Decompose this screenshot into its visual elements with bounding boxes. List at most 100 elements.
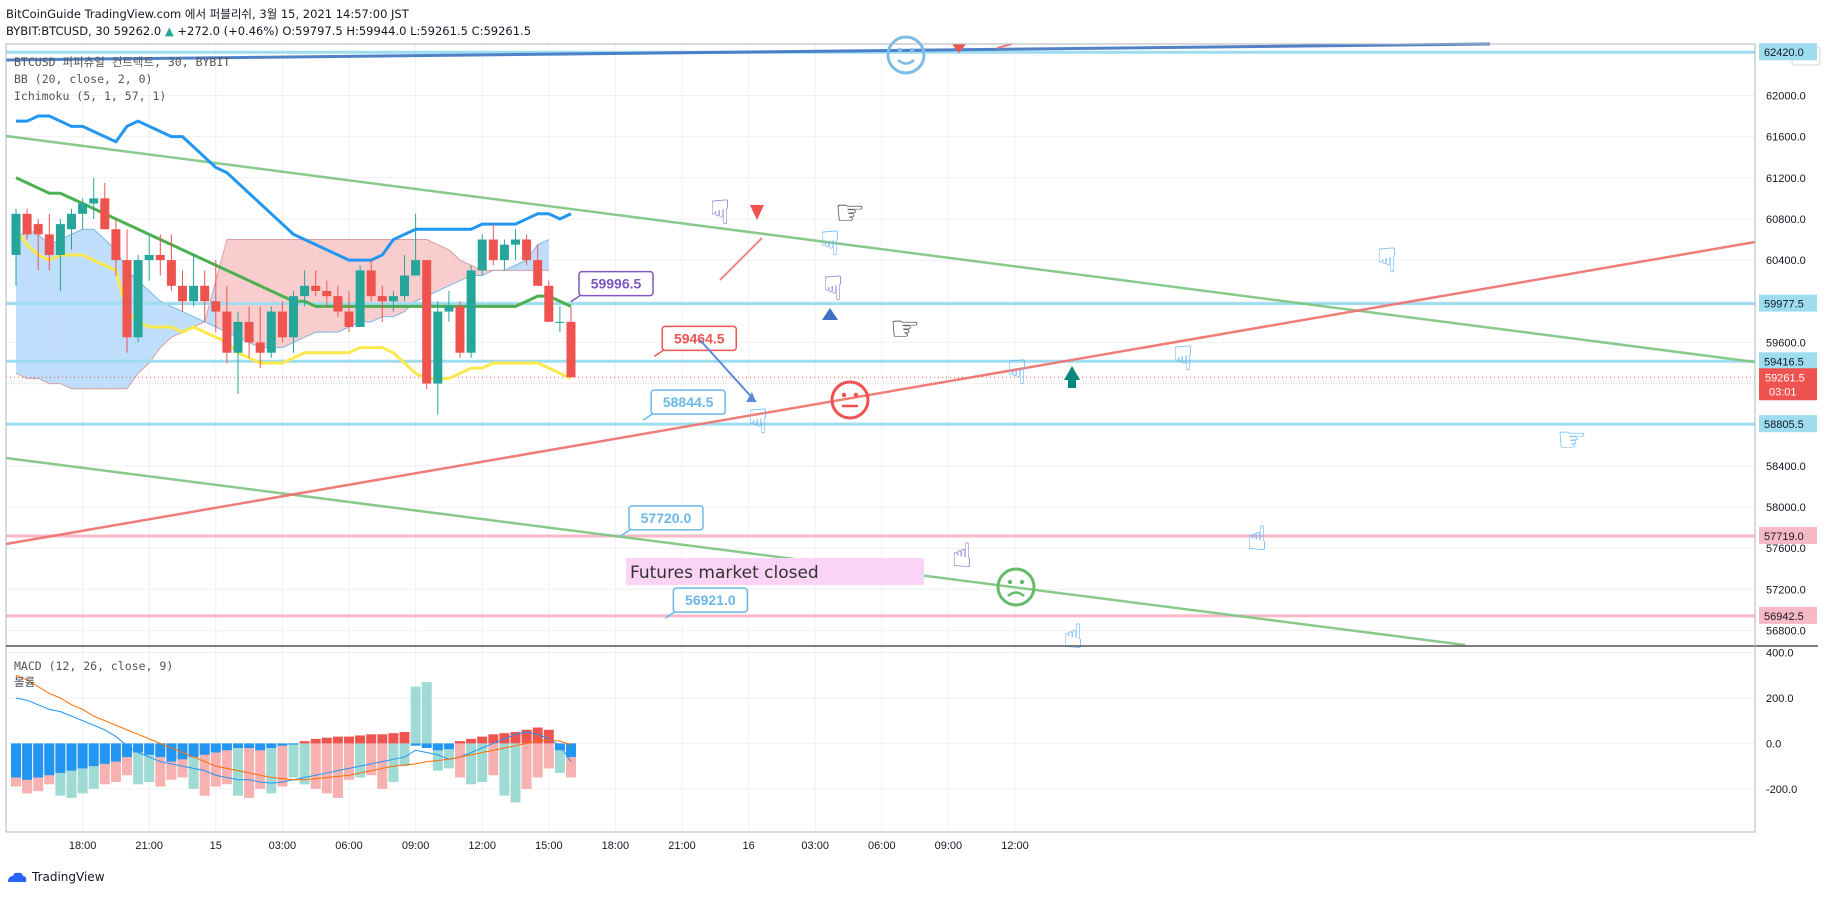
macd-histogram-bar-15 — [177, 743, 188, 760]
candle-body-5 — [67, 213, 76, 230]
time-tick-label: 21:00 — [668, 840, 696, 852]
volume-bar-12 — [144, 743, 155, 783]
level-badge-label: 62420.0 — [1764, 47, 1804, 59]
axes: 62000.061600.061200.060800.060400.060000… — [69, 43, 1821, 852]
volume-bar-9 — [110, 743, 121, 783]
cloud-segment-45 — [515, 260, 527, 271]
volume-bar-49 — [554, 743, 565, 773]
cloud-segment-39 — [448, 249, 460, 286]
macd-histogram-bar-39 — [443, 743, 454, 750]
time-tick-label: 12:00 — [1001, 840, 1029, 852]
volume-bar-22 — [255, 743, 266, 789]
macd-histogram-bar-33 — [377, 734, 388, 744]
macd-histogram-bar-9 — [110, 743, 121, 762]
cloud-segment-2 — [38, 234, 50, 384]
time-tick-label: 03:00 — [269, 840, 297, 852]
hand-pointer-icon-9: ☝ — [1247, 519, 1268, 559]
volume-bar-41 — [466, 743, 477, 785]
macd-histogram-bar-49 — [554, 743, 565, 751]
price-callout-0 — [661, 325, 737, 352]
volume-bar-30 — [344, 743, 354, 780]
candle-body-47 — [533, 260, 543, 286]
volume-bar-42 — [477, 743, 488, 783]
macd-histogram-bar-34 — [388, 733, 399, 744]
candle-body-13 — [155, 254, 165, 261]
macd-legend: MACD (12, 26, close, 9) — [14, 659, 173, 673]
candle-body-24 — [277, 311, 287, 338]
cloud-segment-16 — [193, 316, 205, 327]
time-tick-label: 18:00 — [602, 840, 630, 852]
volume-bar-16 — [188, 743, 199, 789]
candle-body-39 — [444, 306, 454, 312]
volume-bar-21 — [244, 743, 255, 798]
macd-histogram-bar-42 — [477, 736, 488, 744]
cloud-segment-21 — [249, 239, 261, 348]
candle-body-37 — [422, 260, 432, 384]
price-callout-label-4: 56921.0 — [685, 592, 736, 608]
macd-histogram-bar-11 — [133, 743, 144, 753]
candle-body-45 — [511, 239, 520, 245]
candle-body-43 — [488, 239, 498, 261]
candle-body-12 — [144, 254, 154, 261]
smiley-face-icon-eye-right — [909, 47, 915, 53]
macd-histogram-bar-45 — [510, 732, 521, 744]
time-tick-label: 09:00 — [935, 840, 963, 852]
candle-body-31 — [355, 270, 365, 327]
level-badge — [1759, 415, 1817, 433]
macd-histogram-bar-24 — [277, 743, 288, 746]
level-badge-label: 58805.5 — [1764, 419, 1804, 431]
price-callout-2 — [578, 270, 654, 297]
up-arrow-stem — [1068, 380, 1076, 388]
macd-histogram-bar-21 — [244, 743, 255, 748]
bb-upper-line — [16, 114, 572, 262]
volume-bar-46 — [521, 743, 532, 789]
candle-body-20 — [233, 321, 243, 353]
macd-histogram-bar-37 — [421, 743, 432, 748]
candle-body-4 — [55, 224, 65, 255]
hand-pointer-icon-8: ☞ — [1557, 420, 1587, 460]
price-tick-label: 60800.0 — [1766, 214, 1806, 226]
hand-pointer-icon-10: ☝ — [952, 536, 973, 576]
level-badge — [1759, 43, 1817, 61]
tradingview-logo[interactable]: TradingView — [6, 870, 105, 884]
level-badge-label: 56942.5 — [1764, 611, 1804, 623]
current-price-label: 59261.5 — [1765, 372, 1805, 384]
price-tick-label: 57200.0 — [1766, 584, 1806, 596]
volume-bar-13 — [155, 743, 166, 787]
candle-body-16 — [189, 285, 199, 302]
price-callout-4 — [672, 587, 749, 613]
hand-pointer-icon-4: ☟ — [748, 402, 769, 442]
time-tick-label: 21:00 — [135, 840, 163, 852]
neutral-face-icon — [830, 380, 870, 420]
macd-histogram-bar-43 — [488, 734, 499, 744]
macd-tick-label: 200.0 — [1766, 693, 1794, 705]
price-tick-label: 56800.0 — [1766, 626, 1806, 638]
futures-closed-text: Futures market closed — [630, 563, 819, 583]
macd-histogram-bar-23 — [266, 743, 277, 748]
brand-name: TradingView — [32, 870, 105, 884]
smiley-face-icon-eye-left — [897, 47, 903, 53]
candle-body-18 — [211, 301, 221, 312]
candle-body-35 — [400, 275, 409, 297]
macd-histogram-bar-3 — [44, 743, 55, 776]
price-callout-3 — [628, 505, 704, 531]
volume-bar-37 — [421, 682, 432, 744]
blue-arrow-head — [746, 392, 756, 402]
sad-face-icon-mouth — [1007, 591, 1025, 597]
candle-body-41 — [466, 270, 476, 353]
macd-histogram-bar-38 — [432, 743, 443, 751]
candle-body-23 — [266, 311, 276, 353]
macd-histogram-bar-26 — [299, 741, 310, 744]
hand-pointer-icon-12: ☝ — [1063, 617, 1084, 657]
blue-trendline — [5, 42, 1491, 62]
sad-face-icon — [996, 567, 1036, 607]
hand-pointer-icon-1: ☞ — [835, 193, 865, 233]
macd-signal-line — [15, 674, 572, 781]
neutral-face-icon-eye-left — [841, 392, 847, 398]
price-tick-label: 60400.0 — [1766, 255, 1806, 267]
up-arrow-icon-blue — [822, 308, 838, 320]
candle-body-49 — [555, 321, 565, 323]
candle-body-30 — [344, 311, 354, 327]
time-tick-label: 16 — [742, 840, 754, 852]
